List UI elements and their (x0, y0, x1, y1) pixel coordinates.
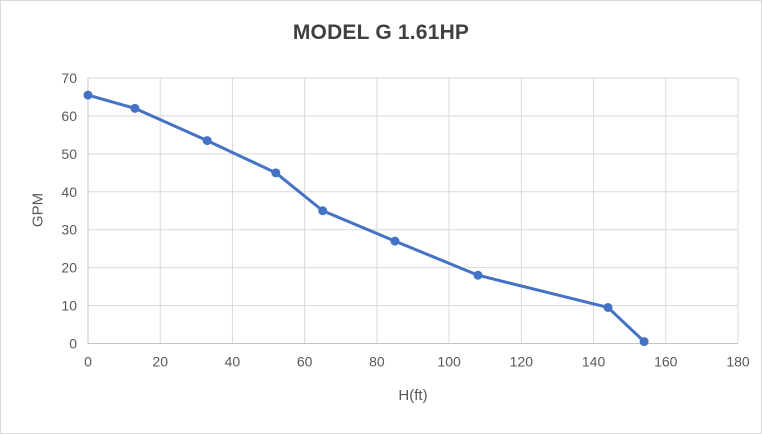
series-line (86, 93, 646, 344)
data-point (603, 302, 613, 312)
data-point (271, 168, 281, 178)
y-tick-label: 50 (61, 146, 77, 162)
data-point (202, 136, 212, 146)
y-tick-label: 10 (61, 298, 77, 314)
y-axis-title: GPM (29, 192, 47, 228)
x-tick-label: 80 (369, 354, 385, 370)
x-tick-label: 0 (84, 354, 92, 370)
data-point (318, 206, 328, 216)
chart-title: MODEL G 1.61HP (292, 21, 470, 44)
x-tick-label: 140 (582, 354, 606, 370)
y-tick-label: 60 (61, 108, 77, 124)
x-tick-label: 20 (152, 354, 168, 370)
x-axis-title: H(ft) (398, 387, 428, 404)
x-tick-label: 160 (654, 354, 678, 370)
x-tick-label: 60 (297, 354, 313, 370)
x-tick-label: 40 (225, 354, 241, 370)
data-point (639, 337, 649, 347)
x-tick-label: 120 (510, 354, 534, 370)
data-point (473, 270, 483, 280)
y-tick-label: 70 (61, 70, 77, 86)
x-tick-label: 100 (437, 354, 461, 370)
y-tick-label: 0 (69, 336, 77, 352)
data-point (83, 90, 93, 100)
y-tick-label: 30 (61, 222, 77, 238)
x-tick-label: 180 (726, 354, 750, 370)
data-point (390, 236, 400, 246)
y-tick-label: 40 (61, 184, 77, 200)
data-point (130, 103, 140, 113)
y-tick-label: 20 (61, 260, 77, 276)
